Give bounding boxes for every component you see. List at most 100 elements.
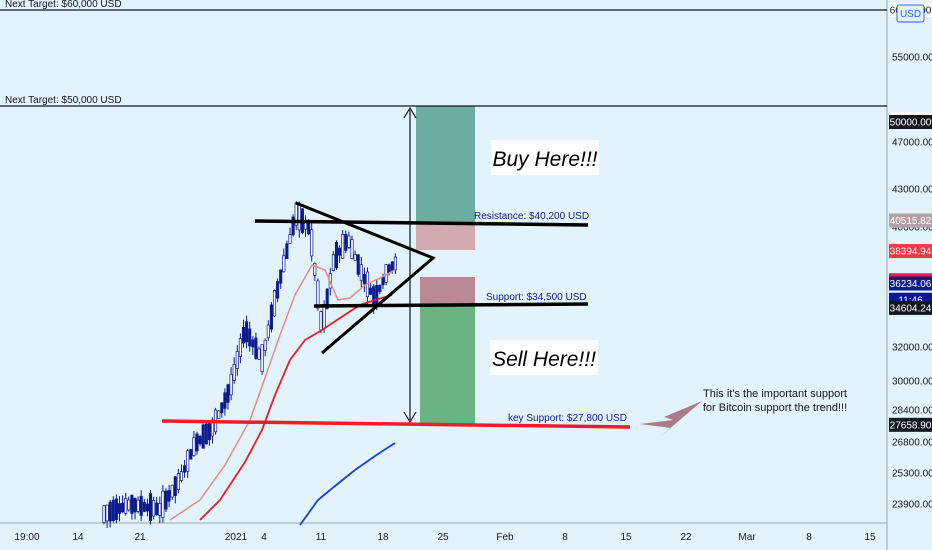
- candle-body: [356, 254, 360, 275]
- range-arrow-down-icon: [403, 411, 417, 424]
- candle-body: [158, 503, 162, 516]
- candle-body: [279, 269, 283, 284]
- support-label: Support: $34,500 USD: [486, 292, 587, 303]
- target-60000-label: Next Target: $60,000 USD: [5, 0, 122, 10]
- price-tag-label: 34604.24: [890, 303, 932, 314]
- candle-body: [251, 339, 255, 348]
- candle-body: [353, 254, 357, 261]
- candle-body: [297, 204, 301, 231]
- note-line-1: This it's the important support: [703, 388, 847, 400]
- price-tag: [889, 417, 932, 432]
- time-tick-label: 8: [562, 532, 568, 543]
- time-tick-label: 15: [620, 532, 632, 543]
- candle-body: [390, 261, 394, 271]
- sell-callout-box: [490, 340, 598, 375]
- time-tick-label: Feb: [496, 532, 514, 543]
- candle-body: [170, 484, 174, 498]
- candle-body: [183, 465, 187, 473]
- price-tag: [889, 115, 932, 129]
- candle-body: [347, 235, 351, 248]
- candle-body: [121, 502, 125, 513]
- note-line-2: for Bitcoin support the trend!!!: [703, 402, 847, 414]
- candle-body: [127, 499, 131, 511]
- candle-body: [325, 288, 329, 309]
- buy-callout-box: [491, 140, 599, 175]
- price-tag-label: 36234.06: [890, 279, 932, 290]
- key-support-label: key Support: $27,800 USD: [508, 413, 627, 424]
- price-tick-label: 40000.00: [892, 223, 932, 234]
- candle-body: [189, 449, 193, 460]
- resistance-label: Resistance: $40,200 USD: [474, 211, 589, 222]
- candle-body: [195, 433, 199, 452]
- price-tag-label: 50000.00: [890, 118, 932, 129]
- currency-badge[interactable]: [896, 4, 925, 23]
- candle-body: [245, 321, 249, 343]
- triangle-pattern[interactable]: [295, 201, 436, 355]
- ma-long: [299, 442, 396, 526]
- price-tag: [889, 276, 932, 291]
- candle-body: [362, 273, 366, 285]
- candle-body: [152, 499, 156, 517]
- candle-body: [105, 504, 109, 522]
- candle-body: [341, 234, 345, 259]
- time-tick-label: 22: [680, 532, 692, 543]
- price-tag: [889, 213, 932, 228]
- candle-body: [148, 493, 153, 521]
- candle-body: [117, 503, 122, 514]
- price-tick-label: 47000.00: [892, 138, 932, 149]
- candle-body: [272, 289, 277, 317]
- price-tag: [889, 244, 932, 259]
- candle-body: [322, 304, 326, 329]
- price-tick-label: 32000.00: [892, 343, 932, 354]
- time-tick-label: Mar: [738, 532, 756, 543]
- candle-body: [139, 495, 143, 516]
- candle-body: [102, 505, 106, 523]
- candle-body: [220, 402, 224, 414]
- candle-body: [381, 277, 385, 286]
- candle-body: [207, 422, 211, 441]
- support-line[interactable]: [313, 302, 589, 308]
- time-axis-ticks: 19:00 14 21 2021 4 11 18 25 Feb 8 15 22 Mar 8 15: [14, 532, 876, 543]
- candle-body: [192, 437, 196, 456]
- price-tick-label: 25300.00: [892, 469, 932, 480]
- candle-body: [238, 338, 242, 357]
- candle-body: [232, 364, 236, 381]
- candle-body: [223, 392, 227, 409]
- candle-body: [198, 436, 202, 445]
- price-tick-label: 55000.00: [892, 53, 932, 64]
- candle-body: [114, 498, 118, 520]
- candle-body: [313, 263, 317, 276]
- sell-stop-zone: [420, 277, 475, 305]
- candle-body: [288, 234, 292, 244]
- candle-body: [269, 304, 273, 330]
- sell-target-zone: [420, 305, 475, 425]
- candle-body: [229, 373, 233, 396]
- key-support-line[interactable]: [161, 419, 631, 429]
- time-tick-label: 15: [864, 532, 876, 543]
- candle-body: [235, 351, 239, 369]
- resistance-line[interactable]: [254, 219, 589, 227]
- price-tick-label: 28400.00: [892, 406, 932, 417]
- candle-body: [257, 348, 261, 360]
- candle-body: [338, 247, 342, 256]
- candle-body: [359, 264, 363, 281]
- candle-body: [108, 501, 112, 522]
- note-arrow-icon: [640, 401, 702, 437]
- candle-body: [334, 242, 339, 269]
- candle-body: [282, 255, 286, 273]
- price-tag-label: 27658.90: [890, 420, 932, 431]
- candle-body: [307, 221, 311, 235]
- candle-body: [331, 254, 335, 272]
- candle-body: [136, 499, 140, 512]
- price-tick-label: 43000.00: [892, 185, 932, 196]
- candle-body: [260, 344, 264, 373]
- candle-body: [204, 423, 208, 445]
- candle-body: [176, 473, 180, 490]
- candle-body: [291, 216, 295, 236]
- candle-body: [266, 324, 270, 339]
- buy-target-zone: [416, 106, 475, 222]
- candle-body: [133, 497, 137, 513]
- candle-body: [167, 490, 171, 502]
